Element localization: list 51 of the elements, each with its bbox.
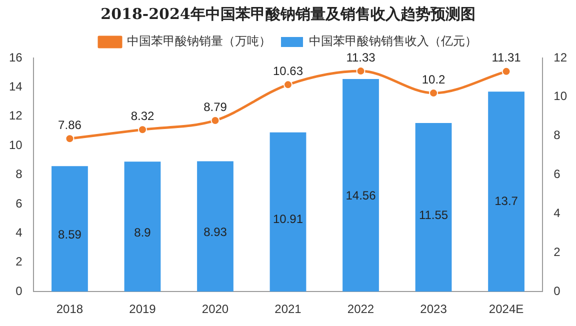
data-label: 8.9 [134, 225, 152, 240]
legend-label: 中国苯甲酸钠销售收入（亿元） [309, 34, 477, 48]
x-tick-label: 2023 [420, 302, 448, 316]
y-tick-label: 6 [16, 196, 23, 210]
y-tick-label: 2 [16, 254, 23, 269]
y-tick-label: 10 [8, 138, 23, 152]
data-label: 11.31 [492, 50, 522, 65]
y2-tick-label: 6 [554, 167, 561, 182]
point [284, 80, 292, 90]
y2-tick-label: 12 [554, 50, 568, 64]
bar [124, 162, 161, 292]
x-tick-label: 2021 [274, 302, 302, 316]
x-tick-label: 2024E [488, 302, 524, 316]
y-tick-label: 12 [8, 108, 23, 123]
x-tick-label: 2019 [129, 302, 156, 316]
data-label: 8.59 [58, 227, 82, 242]
point [65, 134, 74, 144]
data-label: 13.7 [494, 194, 518, 208]
data-label: 11.33 [346, 50, 376, 64]
x-tick-label: 2022 [347, 302, 374, 316]
bar [342, 79, 379, 292]
bar [270, 132, 306, 292]
x-tick-label: 2020 [202, 302, 229, 316]
y2-tick-label: 0 [554, 284, 561, 298]
point [502, 66, 511, 76]
bar [415, 122, 452, 292]
y2-tick-label: 10 [554, 89, 568, 104]
data-label: 14.56 [346, 188, 376, 202]
y-tick-label: 0 [16, 284, 23, 298]
bar [197, 161, 234, 292]
data-label: 8.79 [204, 100, 228, 114]
x-tick-label: 2018 [56, 302, 84, 316]
y2-tick-label: 2 [554, 244, 561, 259]
chart-title: 2018-2024年中国苯甲酸钠销量及销售收入趋势预测图 [100, 4, 476, 23]
data-label: 8.93 [204, 225, 228, 240]
data-label: 11.55 [418, 208, 448, 222]
data-label: 10.2 [422, 72, 446, 86]
data-label: 8.32 [130, 108, 154, 123]
y2-tick-label: 8 [554, 128, 561, 142]
y-tick-label: 14 [8, 80, 23, 94]
y-tick-label: 4 [16, 226, 23, 240]
y-tick-label: 16 [8, 50, 23, 64]
y2-tick-label: 4 [554, 206, 561, 220]
bar [488, 92, 524, 292]
data-label: 10.63 [272, 64, 304, 78]
point [138, 125, 147, 134]
y-tick-label: 8 [16, 167, 23, 182]
data-label: 7.86 [58, 118, 82, 132]
bar [52, 166, 88, 292]
data-label: 10.91 [272, 212, 304, 226]
legend-label: 中国苯甲酸钠销量（万吨） [127, 34, 271, 48]
